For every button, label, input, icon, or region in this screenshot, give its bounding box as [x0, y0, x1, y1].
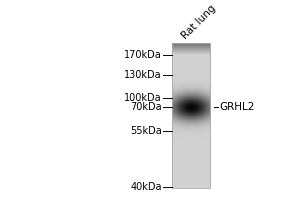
Text: 170kDa: 170kDa — [124, 50, 162, 60]
Text: 55kDa: 55kDa — [130, 126, 162, 136]
Text: 40kDa: 40kDa — [130, 182, 162, 192]
Text: 130kDa: 130kDa — [124, 70, 162, 80]
Bar — [172, 43, 210, 188]
Text: 70kDa: 70kDa — [130, 102, 162, 112]
Text: GRHL2: GRHL2 — [219, 102, 255, 112]
Text: Rat lung: Rat lung — [180, 3, 218, 41]
Text: 100kDa: 100kDa — [124, 93, 162, 103]
